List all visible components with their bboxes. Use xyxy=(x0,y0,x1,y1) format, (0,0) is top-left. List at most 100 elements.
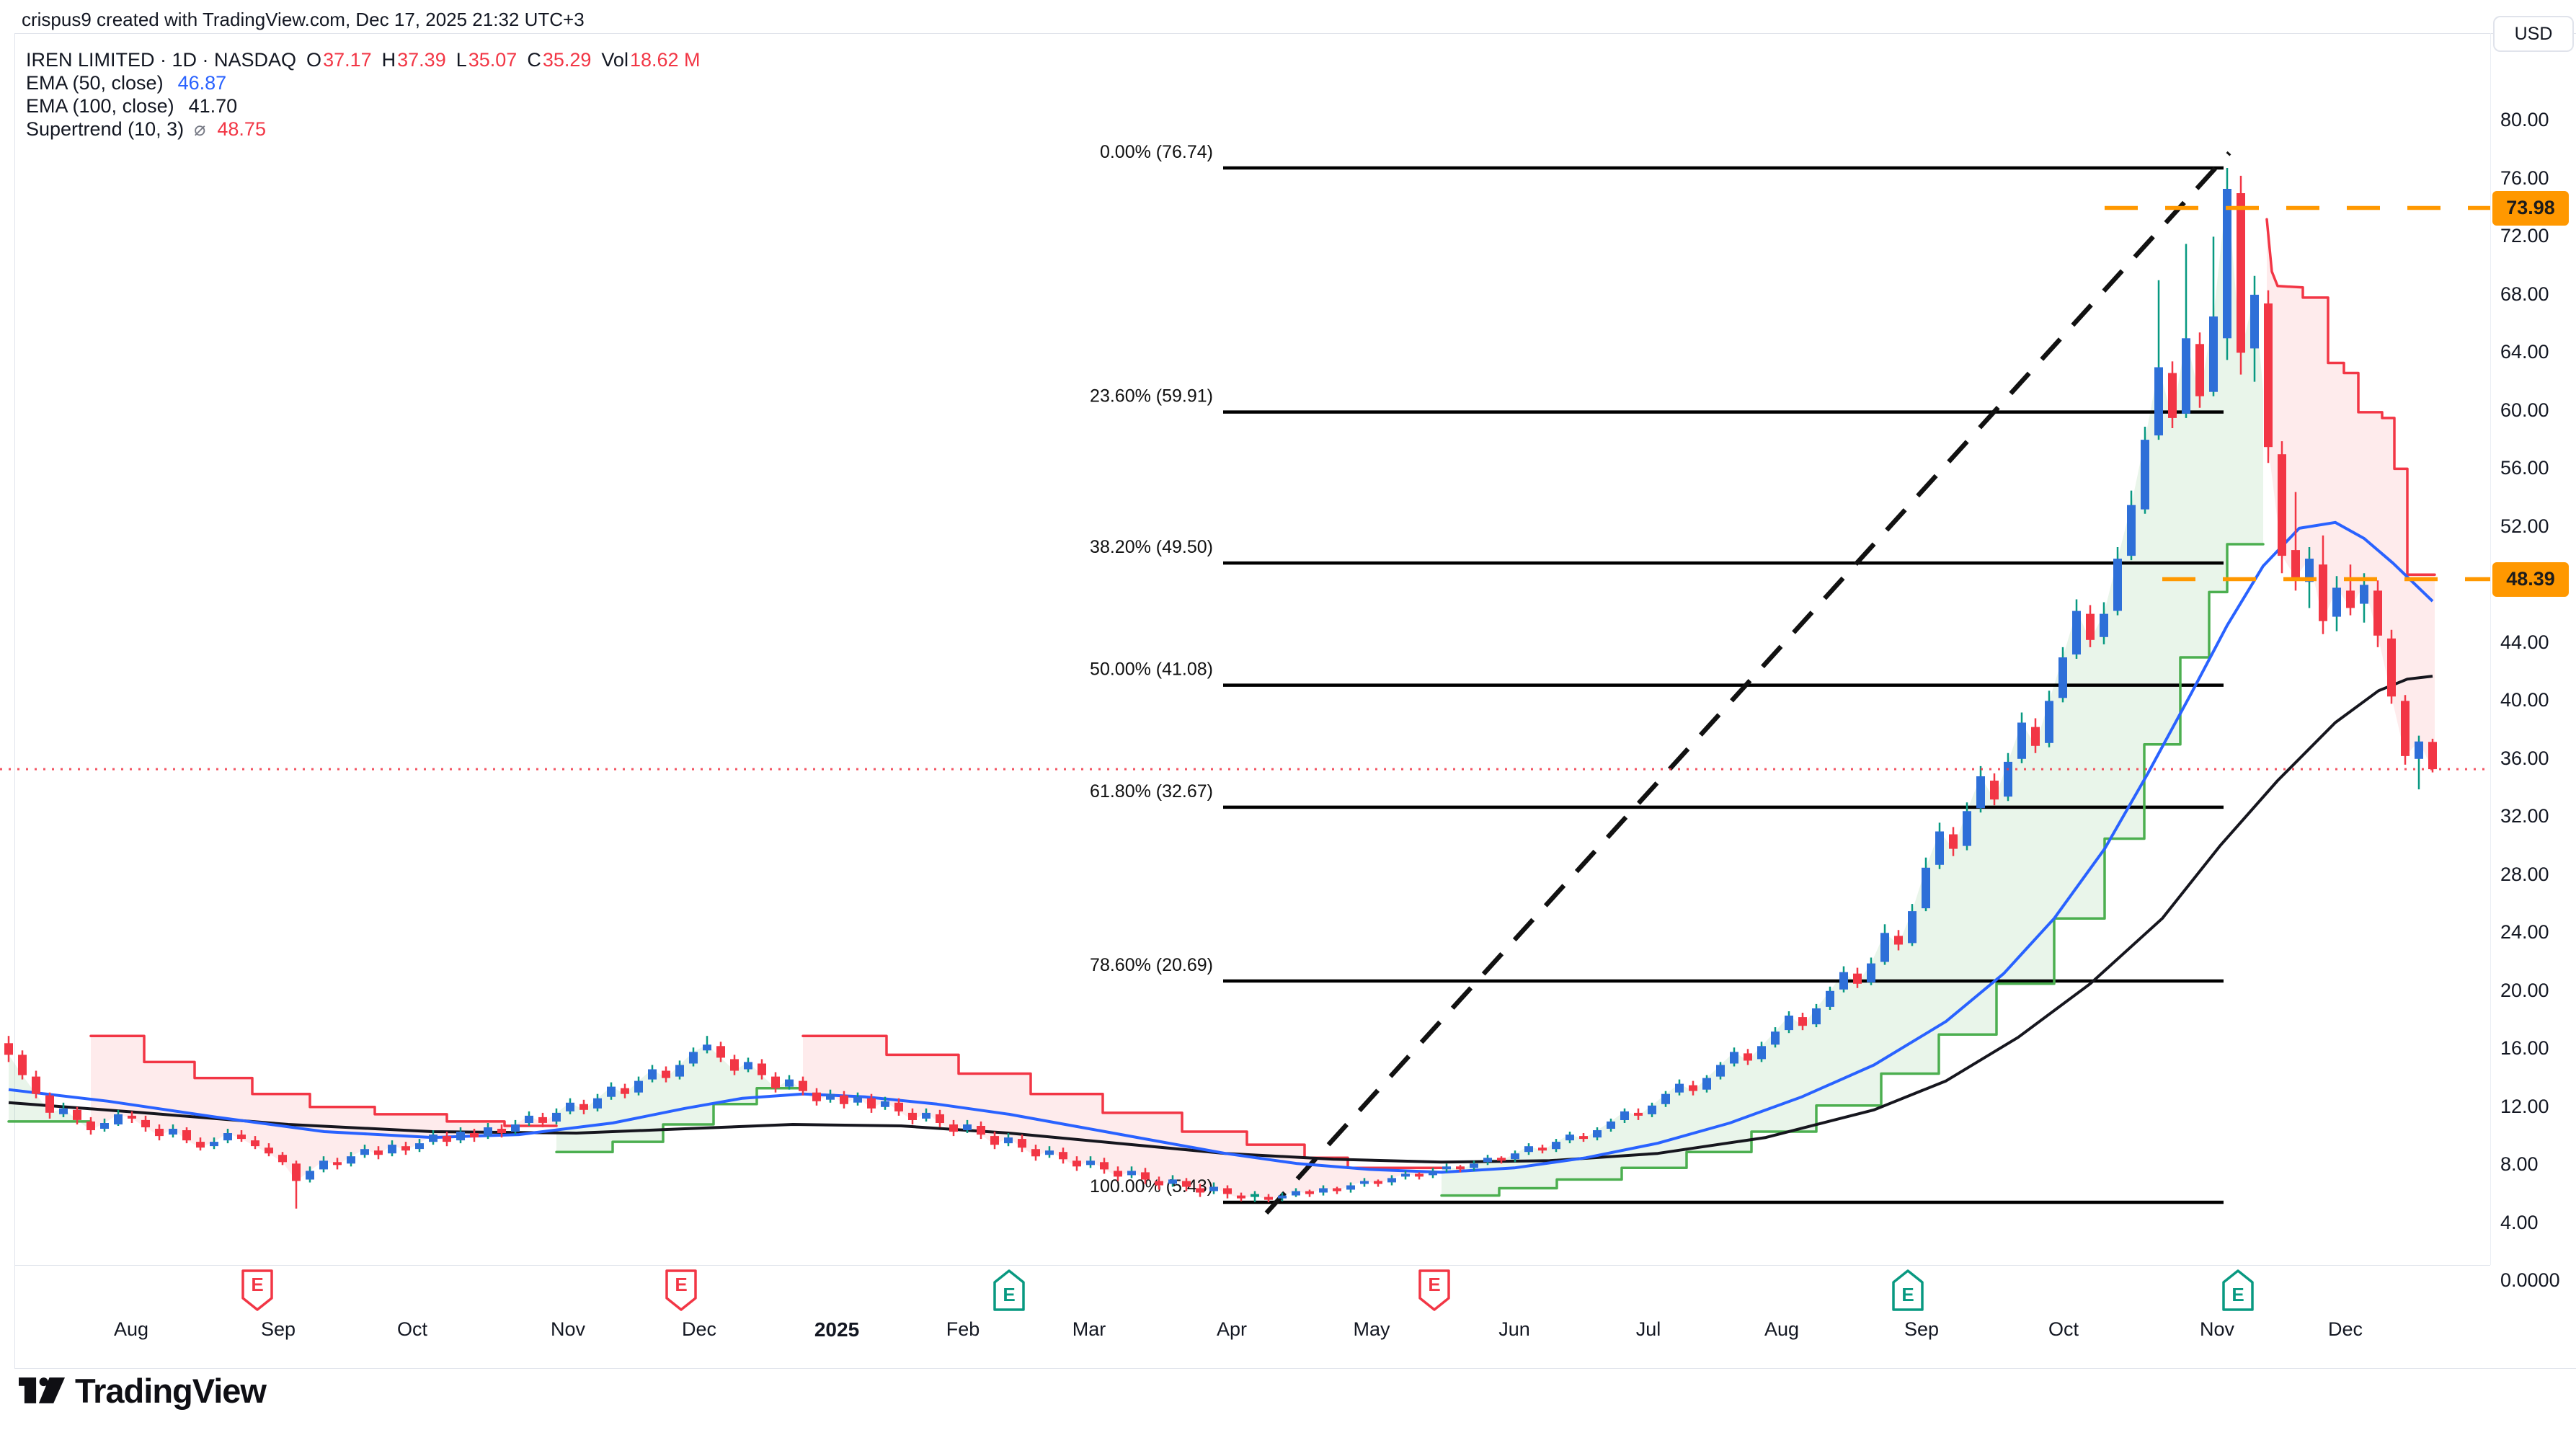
time-axis-label: Jul xyxy=(1635,1318,1661,1340)
time-axis-label: Apr xyxy=(1216,1318,1248,1340)
price-tick-label: 4.00 xyxy=(2500,1211,2539,1233)
price-ray-axis-label[interactable]: 73.98 xyxy=(2492,190,2569,226)
volume-label: Vol xyxy=(601,49,629,71)
tradingview-logo-icon xyxy=(19,1377,65,1403)
indicator-legend-row[interactable]: Supertrend (10, 3) ⌀ 48.75 xyxy=(26,118,266,141)
price-axis[interactable]: USD 80.00 76.00 72.00 68.00 64.00 60.00 56.00 5… xyxy=(2490,0,2576,1456)
ema100-line xyxy=(8,675,2433,1164)
ohlc-letter: L xyxy=(456,49,467,71)
price-tick-label: 36.00 xyxy=(2500,747,2549,769)
svg-text:E: E xyxy=(1428,1274,1440,1295)
ohlc-letter: H xyxy=(381,49,396,71)
ohlc-value: 35.29 xyxy=(542,49,592,71)
symbol-title: IREN LIMITED · 1D · NASDAQ xyxy=(26,49,297,71)
price-tick-label: 16.00 xyxy=(2500,1037,2549,1060)
time-axis-label: Sep xyxy=(260,1318,296,1340)
price-tick-label: 20.00 xyxy=(2500,979,2549,1001)
earnings-badge-icon[interactable]: E xyxy=(665,1269,697,1311)
price-tick-label: 24.00 xyxy=(2500,921,2549,944)
time-axis-label: 2025 xyxy=(814,1318,860,1341)
earnings-badge-icon[interactable]: E xyxy=(993,1269,1025,1311)
time-axis-label: Mar xyxy=(1072,1318,1106,1340)
price-tick-label: 52.00 xyxy=(2500,515,2549,537)
indicator-name: EMA (50, close) xyxy=(26,72,164,94)
svg-text:E: E xyxy=(1003,1284,1015,1305)
time-axis-label: Nov xyxy=(2199,1318,2235,1340)
fib-level-label: 100.00% (5.43) xyxy=(1090,1176,1213,1197)
ohlc-value: 37.17 xyxy=(323,49,372,71)
widget-border-top xyxy=(14,33,2576,34)
price-tick-label: 60.00 xyxy=(2500,399,2549,421)
candles xyxy=(4,168,2437,1209)
earnings-badge-icon[interactable]: E xyxy=(2222,1269,2254,1311)
fib-level-label: 38.20% (49.50) xyxy=(1090,537,1213,557)
widget-border-bottom xyxy=(14,1368,2576,1369)
price-tick-label: 64.00 xyxy=(2500,341,2549,363)
time-axis-separator xyxy=(14,1265,2490,1266)
ohlc-letter: C xyxy=(527,49,541,71)
volume-value: 18.62 M xyxy=(629,49,701,71)
supertrend-fills xyxy=(9,189,2435,1200)
time-axis-label: Aug xyxy=(1764,1318,1800,1340)
price-tick-label: 80.00 xyxy=(2500,109,2549,131)
symbol-legend-row[interactable]: IREN LIMITED · 1D · NASDAQ O37.17 H37.39 L3… xyxy=(26,49,701,71)
price-tick-label: 44.00 xyxy=(2500,631,2549,653)
indicator-value: 41.70 xyxy=(188,95,238,117)
indicator-value: 48.75 xyxy=(217,118,266,140)
svg-text:E: E xyxy=(2231,1284,2244,1305)
fib-level-label: 50.00% (41.08) xyxy=(1090,660,1213,680)
indicator-prefix: ⌀ xyxy=(194,118,206,140)
fib-level-label: 23.60% (59.91) xyxy=(1090,386,1213,407)
price-ray-axis-label[interactable]: 48.39 xyxy=(2492,561,2569,597)
ema50-line xyxy=(8,520,2434,1174)
price-tick-label: 76.00 xyxy=(2500,167,2549,189)
time-axis-label: Aug xyxy=(113,1318,149,1340)
price-tick-label: 28.00 xyxy=(2500,863,2549,885)
time-axis-label: Nov xyxy=(550,1318,586,1340)
time-axis-label: Dec xyxy=(681,1318,717,1340)
price-tick-label: 72.00 xyxy=(2500,225,2549,247)
fib-level-label: 0.00% (76.74) xyxy=(1100,142,1213,162)
currency-toggle-button[interactable]: USD xyxy=(2493,16,2574,52)
time-axis-label: May xyxy=(1353,1318,1390,1340)
time-axis-label: Sep xyxy=(1904,1318,1940,1340)
watermark-text: crispus9 created with TradingView.com, D… xyxy=(22,9,585,30)
time-axis-label: Oct xyxy=(2048,1318,2079,1340)
time-axis[interactable]: Aug Sep Oct Nov Dec 2025 Feb Mar Apr May Jun Jul Aug… xyxy=(0,1265,2490,1368)
tradingview-logo[interactable]: TradingView xyxy=(19,1370,267,1411)
ohlc-letter: O xyxy=(306,49,322,71)
indicator-legend-row[interactable]: EMA (50, close) 46.87 xyxy=(26,72,226,94)
indicator-value: 46.87 xyxy=(177,72,227,94)
svg-text:E: E xyxy=(251,1274,263,1295)
indicator-legend-row[interactable]: EMA (100, close) 41.70 xyxy=(26,95,237,117)
time-axis-label: Feb xyxy=(946,1318,980,1340)
tradingview-logo-text: TradingView xyxy=(75,1371,267,1410)
time-axis-label: Dec xyxy=(2327,1318,2363,1340)
price-tick-label: 8.00 xyxy=(2500,1153,2539,1176)
fib-level-label: 78.60% (20.69) xyxy=(1090,955,1213,975)
fib-retracement[interactable]: 0.00% (76.74) 23.60% (59.91) 38.20% (49.50… xyxy=(1090,142,2224,1204)
price-tick-label: 0.0000 xyxy=(2500,1269,2560,1292)
price-tick-label: 32.00 xyxy=(2500,805,2549,827)
ohlc-value: 35.07 xyxy=(468,49,518,71)
earnings-badge-icon[interactable]: E xyxy=(241,1269,273,1311)
indicator-name: Supertrend (10, 3) xyxy=(26,118,185,140)
earnings-badge-icon[interactable]: E xyxy=(1418,1269,1450,1311)
price-tick-label: 40.00 xyxy=(2500,689,2549,711)
ohlc-value: 37.39 xyxy=(397,49,446,71)
trendline-dashed[interactable] xyxy=(1264,151,2231,1215)
indicator-name: EMA (100, close) xyxy=(26,95,174,117)
price-tick-label: 68.00 xyxy=(2500,283,2549,305)
fib-level-label: 61.80% (32.67) xyxy=(1090,781,1213,802)
time-axis-label: Oct xyxy=(396,1318,428,1340)
price-tick-label: 56.00 xyxy=(2500,457,2549,479)
widget-border-left xyxy=(14,33,15,1368)
svg-text:E: E xyxy=(675,1274,687,1295)
time-axis-label: Jun xyxy=(1498,1318,1530,1340)
price-tick-label: 12.00 xyxy=(2500,1095,2549,1117)
svg-text:E: E xyxy=(1901,1284,1914,1305)
earnings-badge-icon[interactable]: E xyxy=(1892,1269,1924,1311)
ohlc-values: O37.17 H37.39 L35.07 C35.29 Vol18.62 M xyxy=(296,49,700,71)
price-axis-separator xyxy=(2490,33,2491,1265)
